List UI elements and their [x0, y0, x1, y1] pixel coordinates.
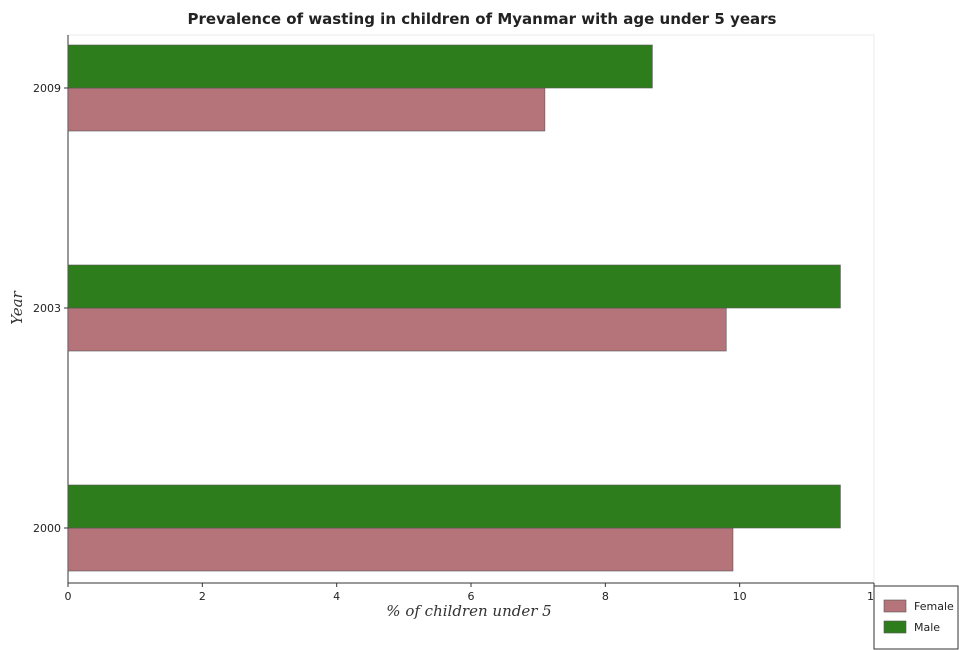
y-tick-label: 2003 — [33, 302, 61, 315]
x-ticks-group: 024681012 — [65, 583, 882, 603]
x-tick-label: 4 — [333, 590, 340, 603]
legend-label-male: Male — [914, 621, 940, 634]
x-tick-label: 10 — [733, 590, 747, 603]
bars-group — [68, 45, 840, 571]
chart-title: Prevalence of wasting in children of Mya… — [188, 10, 777, 28]
legend-swatch-female — [884, 600, 906, 612]
x-tick-label: 2 — [199, 590, 206, 603]
legend-swatch-male — [884, 621, 906, 633]
x-axis-label: % of children under 5 — [386, 602, 551, 620]
bar-female-2003 — [68, 308, 726, 351]
bar-female-2000 — [68, 528, 733, 571]
y-tick-label: 2000 — [33, 522, 61, 535]
legend-box — [874, 586, 958, 649]
bar-male-2003 — [68, 265, 840, 308]
legend: Female Male — [874, 586, 958, 649]
y-tick-label: 2009 — [33, 82, 61, 95]
y-ticks-group: 2000 2003 2009 — [33, 82, 68, 535]
y-axis-label: Year — [8, 290, 26, 324]
bar-female-2009 — [68, 88, 545, 131]
x-tick-label: 8 — [602, 590, 609, 603]
bar-male-2000 — [68, 485, 840, 528]
x-tick-label: 0 — [65, 590, 72, 603]
bar-male-2009 — [68, 45, 652, 88]
legend-label-female: Female — [914, 600, 954, 613]
